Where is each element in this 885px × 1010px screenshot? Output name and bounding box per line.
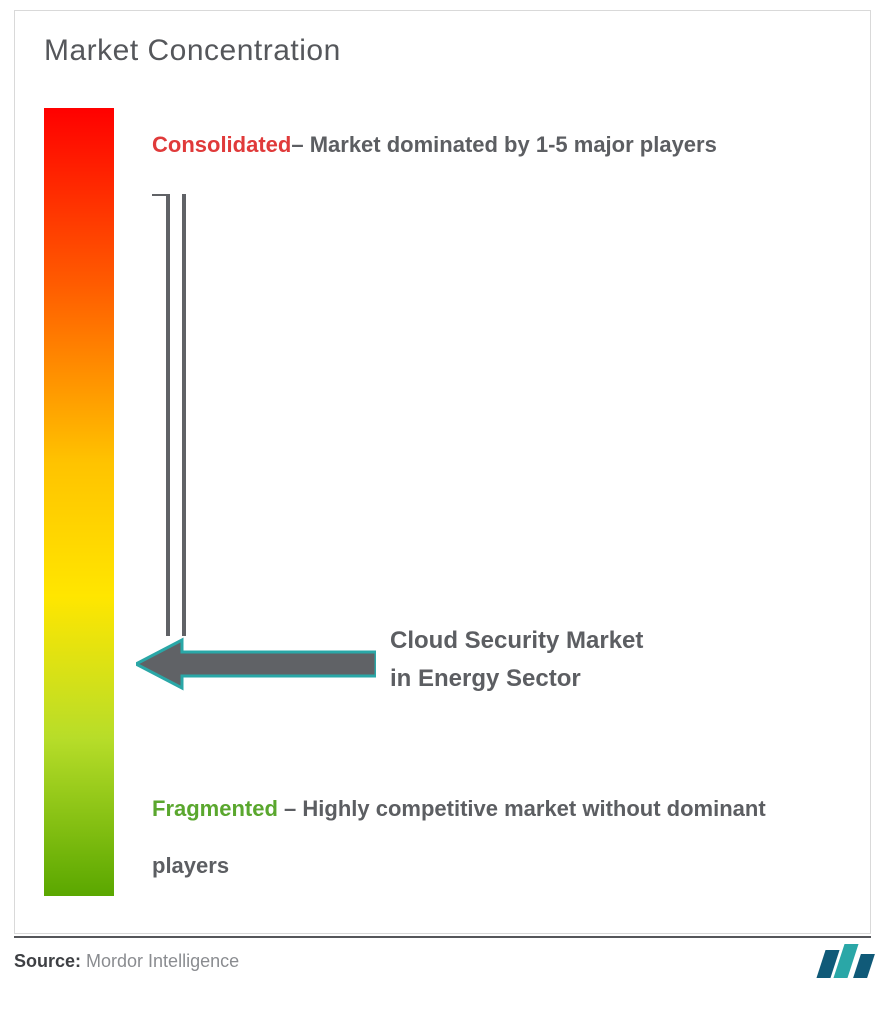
marker-label: Cloud Security Market in Energy Sector	[390, 622, 643, 699]
brand-logo	[821, 944, 871, 978]
infographic-container: Market Concentration Consolidated– Marke…	[0, 0, 885, 1010]
footer: Source: Mordor Intelligence	[14, 936, 871, 976]
concentration-gradient-bar	[44, 108, 114, 896]
consolidated-description: – Market dominated by 1-5 major players	[291, 132, 717, 157]
source-value: Mordor Intelligence	[81, 951, 239, 971]
marker-label-line2: in Energy Sector	[390, 665, 581, 692]
chart-title: Market Concentration	[44, 34, 341, 68]
logo-bars-icon	[821, 944, 871, 978]
fragmented-label: Fragmented	[152, 796, 278, 821]
arrow-icon	[136, 636, 376, 692]
consolidated-label: Consolidated	[152, 132, 291, 157]
consolidated-caption: Consolidated– Market dominated by 1-5 ma…	[152, 116, 845, 173]
source-text: Source: Mordor Intelligence	[14, 951, 239, 972]
bracket-indicator	[148, 194, 188, 636]
source-label: Source:	[14, 951, 81, 971]
marker-arrow	[136, 636, 376, 692]
fragmented-caption: Fragmented – Highly competitive market w…	[152, 780, 845, 894]
marker-label-line1: Cloud Security Market	[390, 627, 643, 654]
